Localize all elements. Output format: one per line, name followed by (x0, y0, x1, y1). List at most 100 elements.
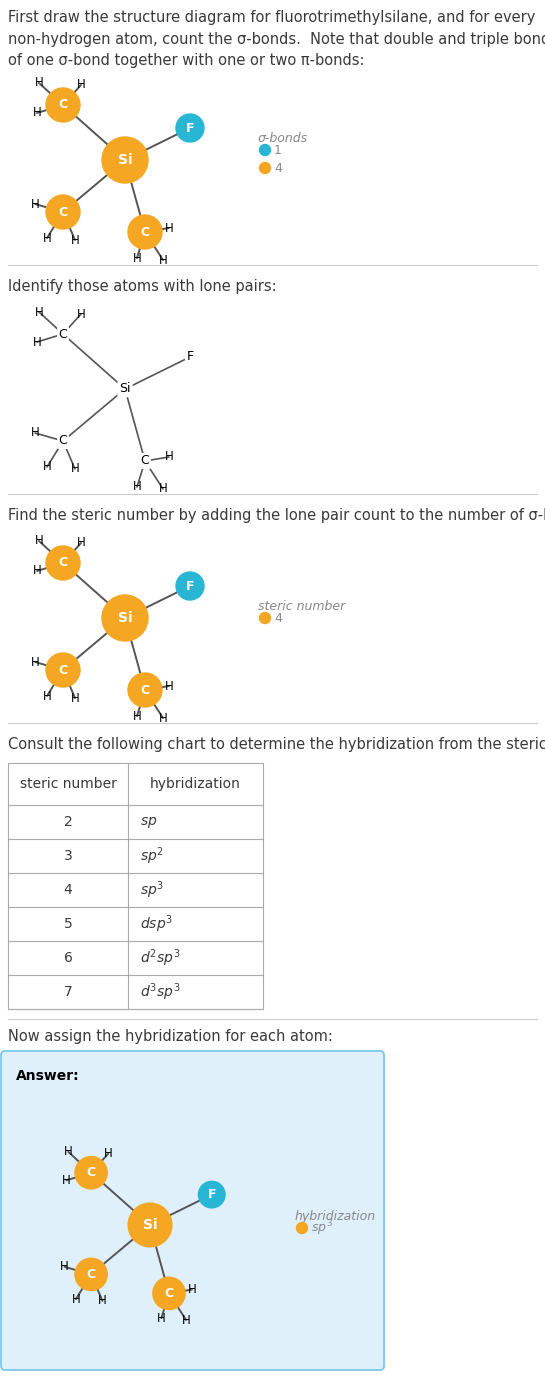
Circle shape (153, 1277, 185, 1310)
Circle shape (176, 572, 204, 600)
Text: H: H (43, 689, 51, 703)
Text: H: H (71, 1292, 80, 1306)
Text: 2: 2 (64, 815, 72, 828)
Circle shape (198, 1182, 225, 1208)
Text: H: H (43, 231, 51, 245)
Circle shape (128, 215, 162, 249)
Text: F: F (186, 121, 194, 135)
Text: 7: 7 (64, 985, 72, 999)
Text: 4: 4 (274, 161, 282, 175)
Text: H: H (35, 77, 44, 89)
Text: C: C (58, 663, 68, 677)
Text: $dsp^3$: $dsp^3$ (140, 914, 173, 934)
Text: H: H (159, 711, 167, 725)
Text: C: C (87, 1167, 96, 1179)
Text: C: C (58, 99, 68, 111)
Circle shape (75, 1258, 107, 1291)
Text: H: H (181, 1314, 190, 1326)
Text: $d^2sp^3$: $d^2sp^3$ (140, 947, 180, 969)
Circle shape (296, 1222, 307, 1233)
Text: 4: 4 (274, 611, 282, 625)
Circle shape (102, 594, 148, 641)
Text: H: H (159, 253, 167, 267)
Text: H: H (31, 427, 39, 439)
Text: H: H (165, 450, 173, 464)
Text: steric number: steric number (20, 777, 117, 791)
Text: H: H (157, 1311, 166, 1325)
Text: C: C (59, 435, 68, 447)
Text: H: H (165, 680, 173, 692)
Text: Si: Si (119, 383, 131, 395)
Text: H: H (64, 1145, 72, 1159)
Text: F: F (186, 579, 194, 593)
Text: H: H (71, 692, 80, 705)
Text: hybridization: hybridization (150, 777, 241, 791)
Text: H: H (77, 537, 86, 549)
Text: $sp$: $sp$ (140, 815, 158, 830)
Text: H: H (31, 198, 39, 211)
Circle shape (46, 88, 80, 122)
Text: H: H (187, 1282, 196, 1296)
Circle shape (75, 1157, 107, 1189)
Text: H: H (33, 106, 41, 120)
Bar (8, 764, 263, 1009)
Text: H: H (98, 1295, 107, 1307)
Text: σ-bonds: σ-bonds (258, 132, 308, 144)
Circle shape (259, 162, 270, 173)
Text: C: C (141, 684, 149, 696)
Circle shape (102, 138, 148, 183)
Text: 6: 6 (64, 951, 72, 965)
FancyBboxPatch shape (1, 1051, 384, 1370)
Circle shape (46, 546, 80, 581)
Text: H: H (62, 1174, 71, 1187)
Text: H: H (77, 307, 86, 321)
Text: H: H (33, 564, 41, 578)
Text: C: C (165, 1287, 173, 1300)
Text: H: H (71, 234, 80, 246)
Circle shape (128, 1203, 172, 1247)
Text: C: C (141, 454, 149, 468)
Text: Si: Si (143, 1218, 158, 1232)
Text: Answer:: Answer: (16, 1069, 80, 1083)
Text: H: H (159, 483, 167, 495)
Circle shape (46, 195, 80, 228)
Text: First draw the structure diagram for fluorotrimethylsilane, and for every
non-hy: First draw the structure diagram for flu… (8, 10, 545, 69)
Text: Now assign the hybridization for each atom:: Now assign the hybridization for each at… (8, 1029, 333, 1044)
Text: H: H (43, 461, 51, 473)
Text: 3: 3 (64, 849, 72, 863)
Text: C: C (58, 556, 68, 570)
Text: H: H (35, 534, 44, 548)
Text: $sp^3$: $sp^3$ (311, 1218, 333, 1238)
Text: hybridization: hybridization (295, 1210, 376, 1223)
Circle shape (128, 673, 162, 707)
Circle shape (46, 654, 80, 687)
Text: H: H (132, 480, 141, 494)
Text: C: C (59, 327, 68, 340)
Text: $d^3sp^3$: $d^3sp^3$ (140, 981, 180, 1003)
Text: F: F (186, 351, 193, 363)
Text: Si: Si (118, 153, 132, 166)
Text: H: H (132, 252, 141, 264)
Text: Identify those atoms with lone pairs:: Identify those atoms with lone pairs: (8, 279, 277, 294)
Text: C: C (87, 1267, 96, 1281)
Text: steric number: steric number (258, 600, 345, 612)
Text: C: C (58, 205, 68, 219)
Text: H: H (132, 710, 141, 722)
Text: H: H (35, 305, 44, 318)
Text: F: F (208, 1187, 216, 1201)
Text: 4: 4 (64, 883, 72, 897)
Text: Find the steric number by adding the lone pair count to the number of σ-bonds:: Find the steric number by adding the lon… (8, 508, 545, 523)
Text: H: H (165, 222, 173, 234)
Circle shape (176, 114, 204, 142)
Circle shape (259, 144, 270, 155)
Text: $sp^2$: $sp^2$ (140, 845, 164, 867)
Text: C: C (141, 226, 149, 238)
Text: Consult the following chart to determine the hybridization from the steric numbe: Consult the following chart to determine… (8, 738, 545, 753)
Text: 1: 1 (274, 143, 282, 157)
Text: H: H (31, 655, 39, 669)
Text: H: H (33, 336, 41, 348)
Circle shape (259, 612, 270, 623)
Text: H: H (104, 1148, 113, 1160)
Text: Si: Si (118, 611, 132, 625)
Text: H: H (60, 1260, 69, 1273)
